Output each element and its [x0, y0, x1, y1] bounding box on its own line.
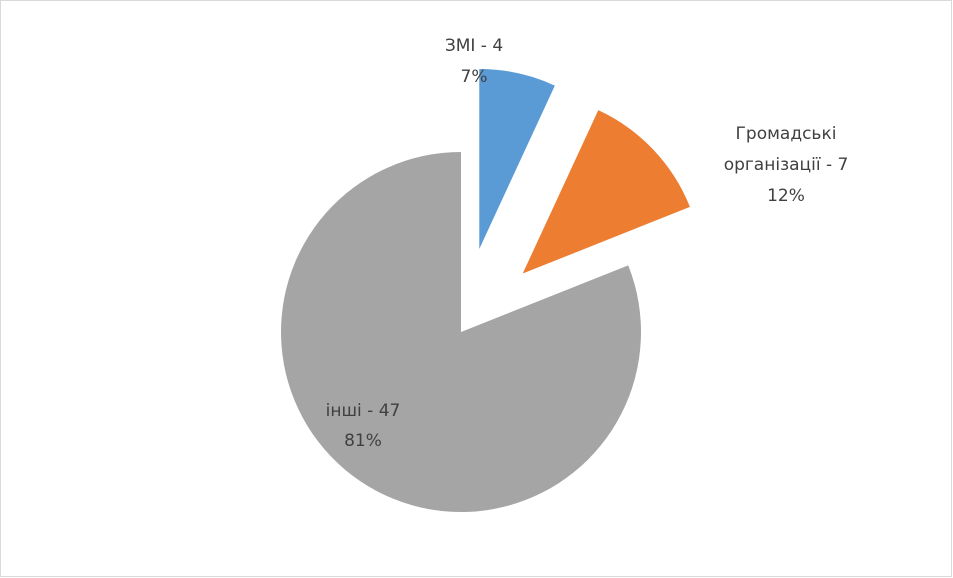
pie-slice: [281, 152, 641, 512]
data-label: ЗМІ - 4: [445, 36, 503, 56]
data-label: 7%: [461, 67, 488, 87]
data-label: Громадські: [736, 124, 837, 144]
pie-slice: [522, 110, 690, 274]
pie-slice: [479, 68, 555, 249]
data-label: організації - 7: [724, 155, 849, 175]
data-label: 81%: [344, 431, 382, 451]
data-label: інші - 47: [326, 401, 401, 421]
data-label: 12%: [767, 186, 805, 206]
